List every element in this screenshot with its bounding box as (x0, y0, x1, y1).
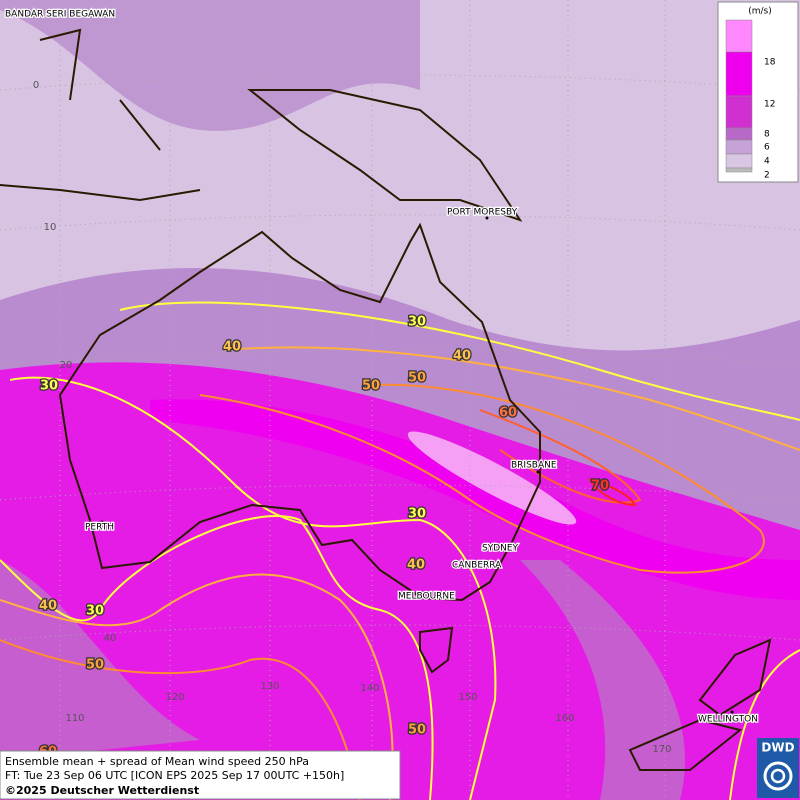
legend-swatch (725, 167, 753, 173)
graticule-label: 0 (33, 80, 39, 91)
graticule-label: 120 (165, 692, 184, 703)
city-label: PERTH (85, 523, 114, 533)
legend-label: 4 (764, 157, 770, 167)
isotach-label: 40 (223, 340, 241, 355)
legend-swatch (725, 153, 753, 169)
coastline (0, 28, 772, 771)
spread-band (0, 0, 420, 131)
isotach-label: 50 (408, 371, 426, 386)
legend-label: 8 (764, 130, 770, 140)
legend-swatch (725, 19, 753, 53)
isotach-label: 50 (408, 723, 426, 738)
isotach-label: 40 (39, 599, 57, 614)
isotach-label: 50 (362, 379, 380, 394)
isotach-label: 30 (408, 315, 426, 330)
graticule-label: 140 (360, 683, 379, 694)
isotach-label: 30 (408, 507, 426, 522)
graticule-label: 20 (60, 360, 73, 371)
legend-swatch (725, 139, 753, 155)
footer-line: Ensemble mean + spread of Mean wind spee… (5, 755, 309, 768)
footer-line: FT: Tue 23 Sep 06 UTC [ICON EPS 2025 Sep… (5, 769, 344, 782)
graticule-label: 150 (458, 692, 477, 703)
legend-swatch (725, 95, 753, 129)
spread-band (0, 560, 200, 760)
legend-swatch (725, 51, 753, 97)
isotachs (0, 301, 800, 800)
graticule-label: 130 (260, 681, 279, 692)
legend-unit: (m/s) (748, 7, 772, 17)
city-markers (71, 12, 734, 714)
legend-swatch (725, 127, 753, 141)
city-label: SYDNEY (482, 544, 519, 554)
isotach-label: 60 (499, 406, 517, 421)
isotach-label: 40 (407, 558, 425, 573)
city-label: BANDAR SERI BEGAWAN (5, 10, 115, 20)
legend: (m/s) 18 12 8 6 4 2 (725, 7, 776, 181)
legend-label: 12 (764, 100, 775, 110)
graticule-label: 160 (555, 713, 574, 724)
legend-label: 6 (764, 143, 770, 153)
isotach-label: 70 (591, 479, 609, 494)
city-label: PORT MORESBY (447, 208, 518, 218)
city-label: WELLINGTON (698, 715, 758, 725)
isotach-label: 50 (86, 658, 104, 673)
graticule-label: 110 (65, 713, 84, 724)
isotach-label: 40 (453, 349, 471, 364)
city-label: CANBERRA (452, 561, 502, 571)
city-label: BRISBANE (511, 461, 557, 471)
legend-label: 18 (764, 58, 776, 68)
isotach-label: 30 (40, 379, 58, 394)
spread-band (520, 560, 685, 800)
legend-label: 2 (764, 171, 770, 181)
graticule-label: 40 (104, 633, 117, 644)
jet-core (150, 399, 800, 600)
footer-line: ©2025 Deutscher Wetterdienst (5, 784, 199, 797)
city-label: MELBOURNE (398, 592, 455, 602)
footer-box (0, 750, 401, 800)
logo-swirl (770, 768, 786, 784)
jet-max (407, 431, 577, 525)
graticule-label: 170 (652, 744, 671, 755)
logo-swirl (763, 761, 793, 791)
graticule-label: 10 (44, 222, 57, 233)
logo-text: DWD (761, 741, 794, 755)
isotach-label: 30 (86, 604, 104, 619)
